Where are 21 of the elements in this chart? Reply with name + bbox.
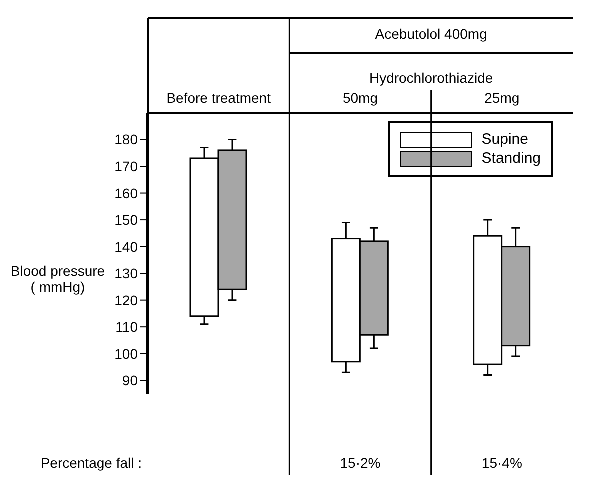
legend-label: Standing xyxy=(482,150,541,167)
y-tick-label: 90 xyxy=(122,372,138,389)
y-tick-label: 100 xyxy=(114,346,138,362)
y-tick-label: 170 xyxy=(114,158,138,174)
text: 15·2% xyxy=(339,455,382,471)
x-tick-label: 50mg xyxy=(342,90,379,106)
x-tick-label: 25mg xyxy=(484,90,521,106)
text: Acebutolol 400mg xyxy=(374,26,488,42)
y-axis-title: Blood pressure ( mmHg) xyxy=(10,263,106,295)
text: Percentage fall : xyxy=(40,455,142,471)
y-tick-label: 180 xyxy=(114,132,138,148)
text: 15·4% xyxy=(480,455,524,471)
y-tick-label: 120 xyxy=(114,292,138,308)
y-tick-label: 130 xyxy=(114,266,138,282)
x-tick-label: Before treatment xyxy=(166,90,272,106)
y-tick-label: 160 xyxy=(114,185,138,202)
text: Hydrochlorothiazide xyxy=(368,70,494,86)
legend-label: Supine xyxy=(482,131,528,148)
y-tick-label: 140 xyxy=(114,238,138,255)
y-tick-label: 110 xyxy=(116,319,138,336)
y-tick-label: 150 xyxy=(114,212,138,228)
